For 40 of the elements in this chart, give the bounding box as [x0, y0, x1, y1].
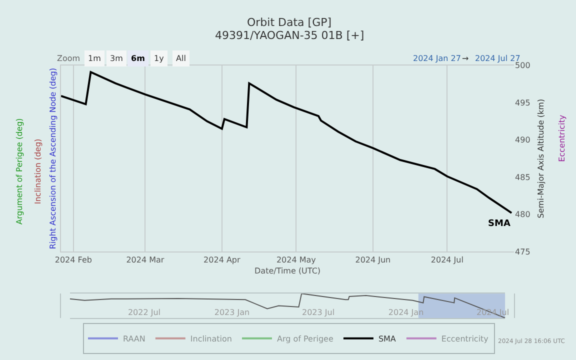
y2-tick-label: 490	[515, 136, 530, 145]
x-tick-label: 2024 Jun	[355, 255, 391, 264]
x-tick-label: 2022 Jul	[128, 308, 161, 317]
text: 2024 Jan 27	[413, 54, 461, 63]
text: Eccentricity	[557, 114, 566, 162]
x-tick-label: 2024 Mar	[126, 255, 165, 264]
text: Argument of Perigee (deg)	[15, 118, 24, 224]
text: 6m	[131, 54, 145, 63]
y2-axis-title: Semi-Major Axis Altitude (km)	[536, 98, 546, 218]
x-tick-label: 2023 Jul	[302, 308, 335, 317]
text: 3m	[110, 54, 124, 63]
text: 1m	[88, 54, 102, 63]
y2-tick-label: 475	[515, 247, 530, 256]
text: →	[462, 54, 469, 63]
text: All	[176, 54, 186, 63]
text: 2024 Jul 27	[475, 54, 520, 63]
y-axis-title: Right Ascension of the Ascending Node (deg)	[48, 68, 58, 250]
chart-subtitle: 49391/YAOGAN-35 01B [+]	[215, 29, 364, 42]
x-tick-label: 2024 Jan	[388, 308, 424, 317]
text: 1y	[154, 54, 164, 63]
chart-title: Orbit Data [GP]	[247, 16, 332, 29]
line-series	[61, 71, 513, 214]
legend-label: Inclination	[190, 334, 232, 344]
text: Inclination (deg)	[34, 138, 43, 204]
x-tick-label: 2024 Apr	[204, 255, 242, 264]
text: Zoom	[57, 54, 80, 63]
y2-tick-label: 480	[515, 210, 530, 220]
legend-label: RAAN	[123, 334, 146, 344]
x-tick-label: 2023 Jan	[214, 308, 250, 317]
x-tick-label: 2024 Jul	[430, 255, 464, 264]
legend-label: SMA	[378, 334, 396, 344]
legend-label: Eccentricity	[441, 334, 489, 344]
y2-tick-label: 500	[515, 61, 530, 70]
y2-tick-label: 495	[515, 98, 530, 108]
legend-label: Arg of Perigee	[276, 334, 334, 344]
y2-tick-label: 485	[515, 172, 530, 182]
x-tick-label: 2024 Feb	[54, 255, 92, 264]
x-axis-title: Date/Time (UTC)	[254, 266, 321, 276]
text: SMA	[488, 219, 510, 229]
x-tick-label: 2024 May	[276, 255, 316, 264]
